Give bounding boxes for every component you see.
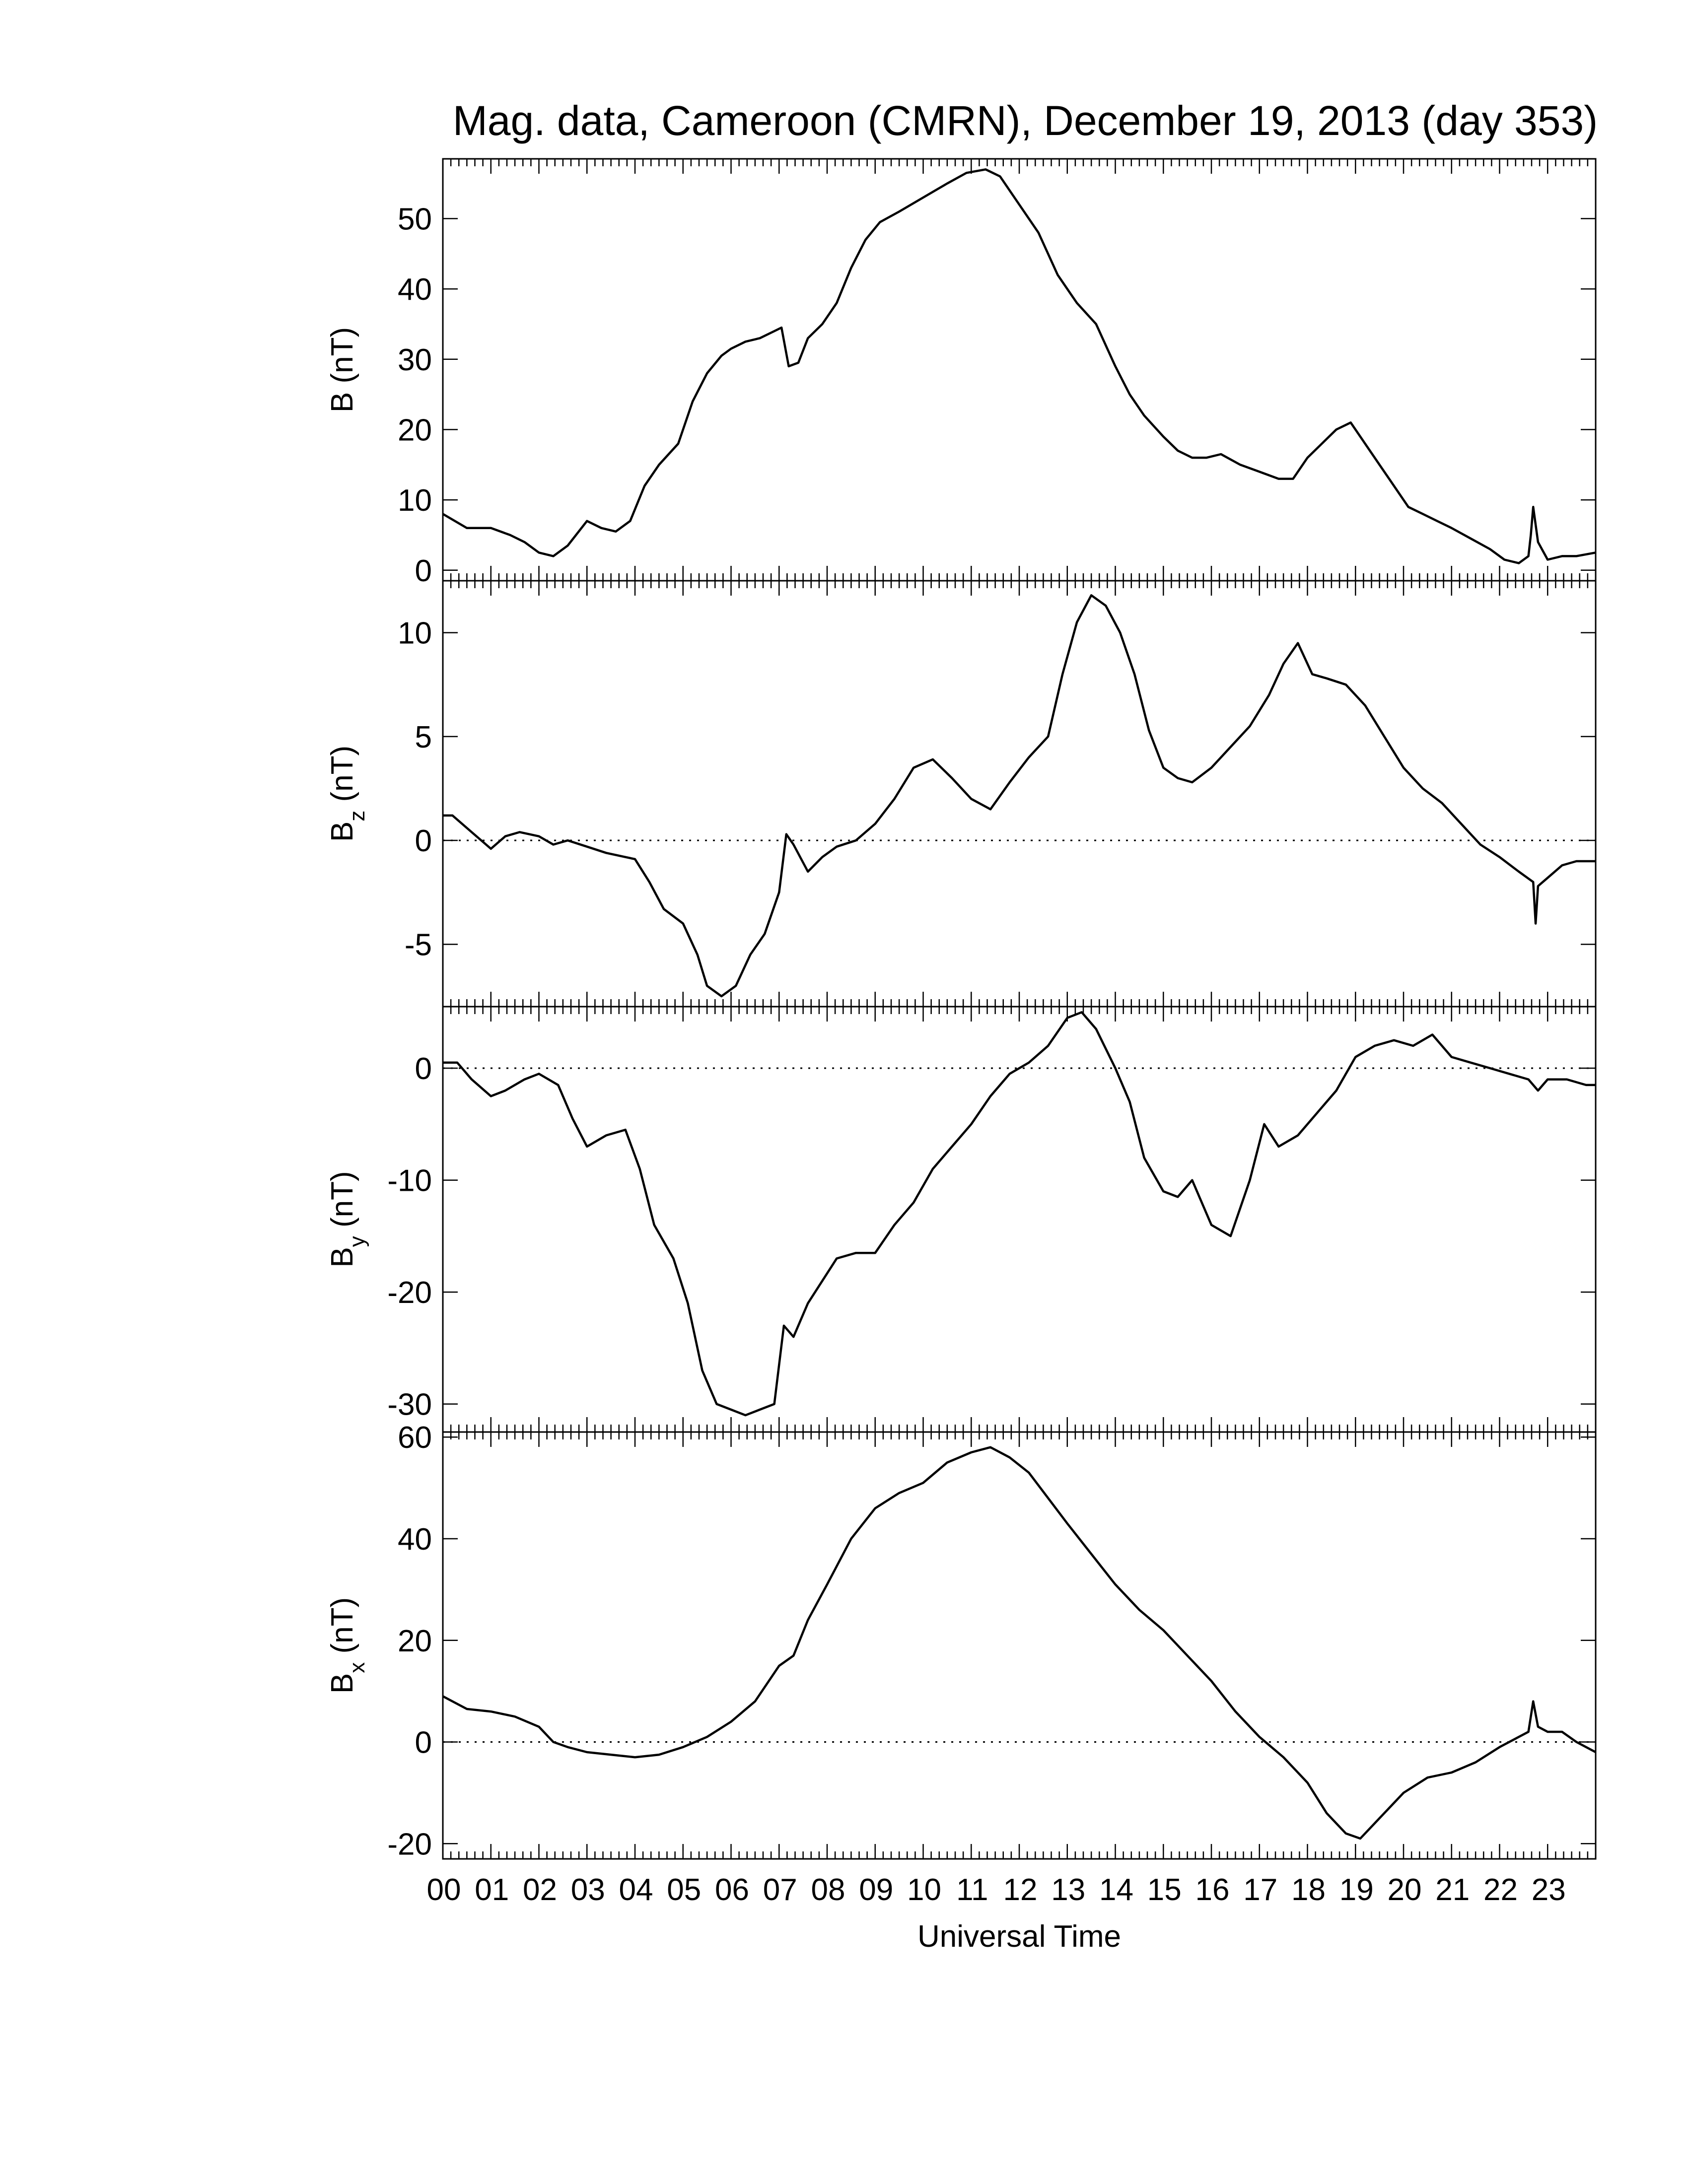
x-tick-label: 12 [1003, 1873, 1038, 1907]
y-tick-label: 0 [415, 554, 432, 588]
panel-2: -5 0 5 10 Bz (nT) [325, 580, 1597, 1008]
y-tick-label: -30 [387, 1388, 432, 1422]
x-tick-label: 19 [1339, 1873, 1374, 1907]
x-tick-label: 02 [523, 1873, 557, 1907]
x-tick-label: 06 [715, 1873, 749, 1907]
x-tick-label: 03 [571, 1873, 605, 1907]
plot-frame [442, 1006, 1597, 1433]
y-tick-label: 20 [398, 413, 432, 447]
plot-frame [442, 1431, 1597, 1860]
y-tick-label: 30 [398, 343, 432, 377]
x-tick-labels: 00 01 02 03 04 05 06 07 08 09 10 11 12 13 14 15 16 17 18 19… [427, 1873, 1566, 1907]
x-tick-label: 20 [1388, 1873, 1422, 1907]
data-line [442, 1446, 1597, 1840]
x-tick-label: 00 [427, 1873, 461, 1907]
panel-4: -20 0 20 40 60 Bx (nT) [325, 1421, 1597, 1861]
y-tick-label: 0 [415, 1052, 432, 1086]
panels: 0 10 20 30 40 50 B (nT) -5 0 5 10 Bz (nT) -30 -20 -10 0… [325, 158, 1597, 1861]
data-line [443, 1011, 1596, 1417]
x-tick-label: 14 [1099, 1873, 1133, 1907]
y-tick-label: 10 [398, 483, 432, 518]
y-tick-label: -20 [387, 1827, 432, 1861]
x-tick-label: 15 [1147, 1873, 1182, 1907]
x-tick-label: 16 [1196, 1873, 1230, 1907]
y-tick-label: 5 [415, 720, 432, 754]
x-tick-label: 13 [1051, 1873, 1085, 1907]
x-tick-label: 04 [619, 1873, 653, 1907]
x-tick-label: 10 [907, 1873, 941, 1907]
y-axis-label: B (nT) [325, 327, 359, 412]
panel-1: 0 10 20 30 40 50 B (nT) [325, 158, 1597, 588]
y-tick-label: -10 [387, 1164, 432, 1198]
x-tick-label: 07 [763, 1873, 797, 1907]
plot-frame [442, 580, 1597, 1008]
panel-3: -30 -20 -10 0 By (nT) [325, 1006, 1597, 1433]
y-axis-label: By (nT) [325, 1171, 369, 1267]
x-tick-label: 17 [1243, 1873, 1277, 1907]
data-line [443, 594, 1596, 998]
data-line [442, 168, 1596, 564]
y-axis-label: Bx (nT) [325, 1597, 369, 1694]
x-tick-label: 22 [1483, 1873, 1518, 1907]
x-axis-label: Universal Time [917, 1919, 1121, 1954]
y-tick-label: 10 [398, 616, 432, 651]
y-axis-label: Bz (nT) [325, 746, 369, 842]
x-tick-label: 05 [667, 1873, 701, 1907]
x-tick-label: 01 [475, 1873, 509, 1907]
x-tick-label: 09 [859, 1873, 893, 1907]
x-tick-label: 23 [1532, 1873, 1566, 1907]
y-tick-label: 0 [415, 1726, 432, 1760]
x-tick-label: 08 [811, 1873, 845, 1907]
y-tick-label: 40 [398, 1522, 432, 1557]
chart-title: Mag. data, Cameroon (CMRN), December 19,… [453, 97, 1598, 144]
x-tick-label: 18 [1291, 1873, 1326, 1907]
y-tick-label: -5 [405, 928, 432, 962]
y-tick-label: 20 [398, 1624, 432, 1658]
y-tick-label: -20 [387, 1276, 432, 1310]
y-tick-label: 0 [415, 824, 432, 858]
x-tick-label: 11 [956, 1873, 988, 1907]
x-tick-label: 21 [1435, 1873, 1470, 1907]
y-tick-label: 50 [398, 202, 432, 236]
y-tick-label: 40 [398, 273, 432, 307]
y-tick-label: 60 [398, 1421, 432, 1455]
plot-frame [442, 158, 1597, 582]
